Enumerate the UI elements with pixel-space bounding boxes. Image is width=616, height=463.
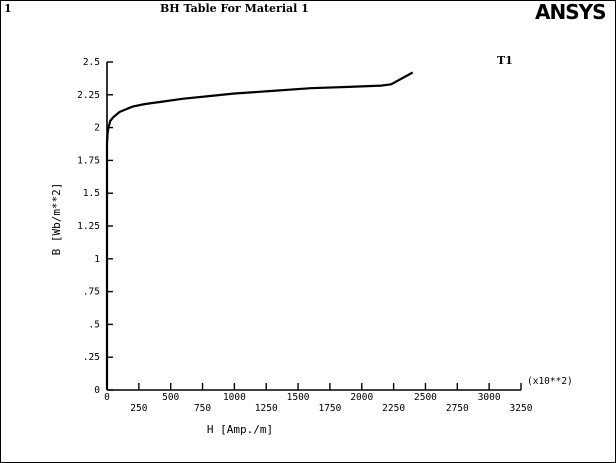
series-line-t1 <box>105 71 414 390</box>
y-tick-label: 0 <box>94 385 100 396</box>
y-axis-label: B [Wb/m**2] <box>50 183 63 256</box>
x-tick-label: 3250 <box>510 403 533 414</box>
x-tick-label: 0 <box>104 392 110 403</box>
x-tick-label: 750 <box>194 403 211 414</box>
x-tick-label: 1250 <box>255 403 278 414</box>
x-tick-label: 2250 <box>382 403 405 414</box>
y-tick-label: 1 <box>94 254 100 265</box>
y-tick-label: .25 <box>83 352 100 363</box>
x-tick-label: 1500 <box>287 392 310 403</box>
chart-title: BH Table For Material 1 <box>160 2 309 15</box>
series <box>105 71 414 390</box>
y-tick-label: 1.75 <box>77 155 100 166</box>
x-multiplier-note: (x10**2) <box>527 376 573 387</box>
x-tick-label: 3000 <box>478 392 501 403</box>
x-tick-label: 500 <box>162 392 179 403</box>
curve-label: T1 <box>497 54 513 67</box>
x-tick-label: 2750 <box>446 403 469 414</box>
x-tick-label: 2000 <box>350 392 373 403</box>
x-tick-label: 250 <box>130 403 147 414</box>
y-tick-label: 1.5 <box>83 188 100 199</box>
x-tick-label: 2500 <box>414 392 437 403</box>
y-tick-label: 1.25 <box>77 221 100 232</box>
y-tick-label: 2.25 <box>77 90 100 101</box>
x-tick-label: 1000 <box>223 392 246 403</box>
y-tick-label: 2.5 <box>83 57 100 68</box>
plot-number: 1 <box>4 2 12 15</box>
x-tick-label: 1750 <box>318 403 341 414</box>
x-axis-label: H [Amp./m] <box>207 423 273 436</box>
y-tick-label: .75 <box>83 287 100 298</box>
y-tick-label: .5 <box>89 319 100 330</box>
axes <box>106 62 521 391</box>
y-tick-label: 2 <box>94 123 100 134</box>
ansys-logo: ANSYS <box>535 0 607 24</box>
ticks: 0 .25 .5 .75 1 1.25 1.5 1.75 2 2.25 2.5 0 500 1000 150… <box>77 57 533 414</box>
